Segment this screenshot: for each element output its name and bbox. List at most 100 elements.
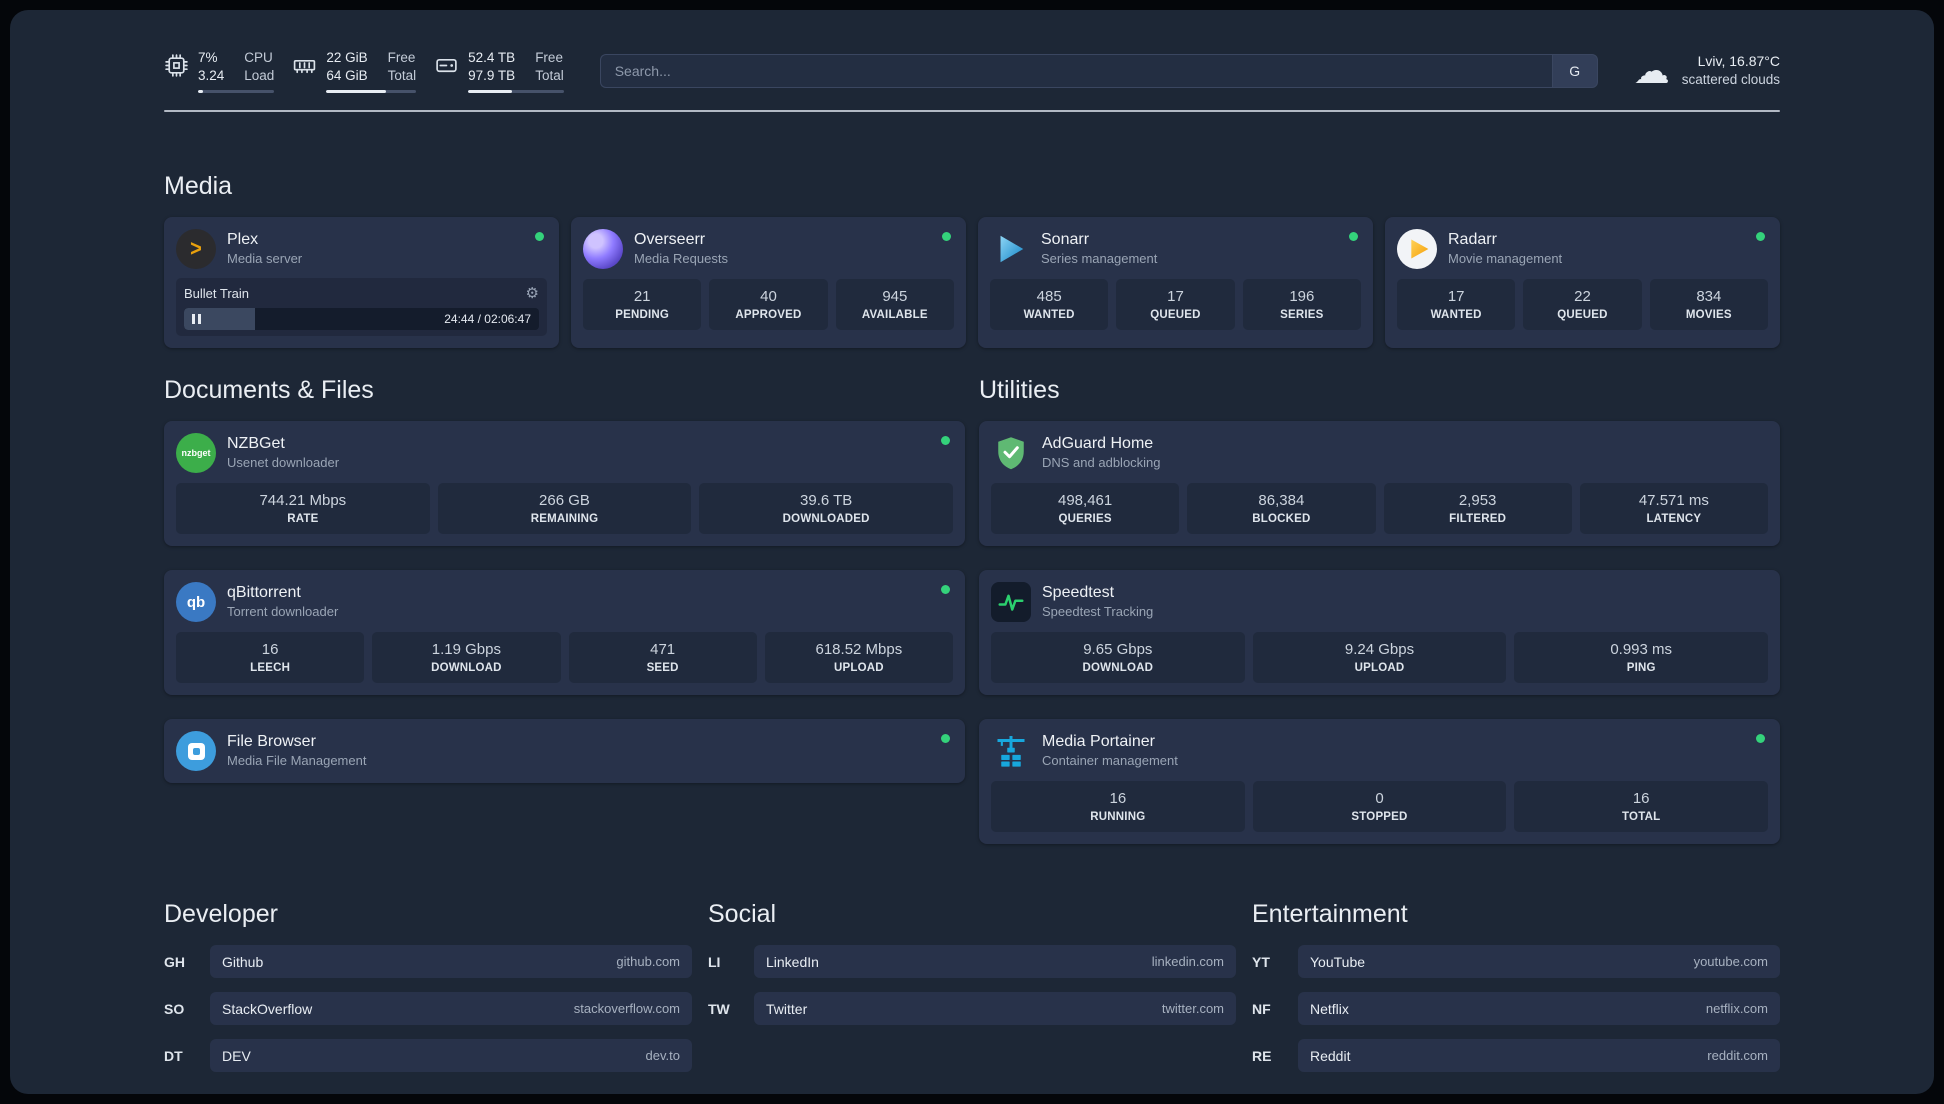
stat-box: 47.571 ms LATENCY: [1579, 483, 1768, 535]
section-title-developer: Developer: [164, 900, 278, 929]
section-documents: Documents & Files nzbget NZBGet Usenet d…: [164, 376, 965, 784]
service-desc: Speedtest Tracking: [1042, 604, 1154, 620]
cloud-icon: ☁: [1633, 49, 1670, 91]
stat-box: 86,384 BLOCKED: [1187, 483, 1376, 535]
cpu-usage-bar: [198, 89, 275, 93]
service-card-nzbget[interactable]: nzbget NZBGet Usenet downloader 744.21 M…: [164, 421, 965, 547]
bookmark-abbr: TW: [708, 1000, 730, 1017]
stat-box: 2,953 FILTERED: [1383, 483, 1572, 535]
service-card-adguard[interactable]: AdGuard Home DNS and adblocking 498,461 …: [979, 421, 1780, 547]
service-desc: Usenet downloader: [227, 454, 340, 470]
bookmark-twitter[interactable]: TW Twitter twitter.com: [708, 992, 1236, 1026]
cpu-icon: [164, 53, 189, 78]
disk-usage-bar: [468, 89, 564, 93]
section-title-social: Social: [708, 900, 777, 929]
portainer-icon: [991, 731, 1031, 771]
overseerr-icon: [583, 229, 623, 269]
service-card-overseerr[interactable]: Overseerr Media Requests 21 PENDING 40 A…: [571, 217, 966, 348]
pause-icon: [192, 314, 201, 324]
stat-box: 9.65 Gbps DOWNLOAD: [991, 632, 1245, 684]
service-card-speedtest[interactable]: Speedtest Speedtest Tracking 9.65 Gbps D…: [979, 570, 1780, 696]
bookmark-youtube[interactable]: YT YouTube youtube.com: [1252, 945, 1780, 979]
stat-box: 498,461 QUERIES: [991, 483, 1180, 535]
service-card-radarr[interactable]: Radarr Movie management 17 WANTED 22 QUE…: [1385, 217, 1780, 348]
bookmark-abbr: GH: [164, 953, 185, 970]
stat-box: 0.993 ms PING: [1514, 632, 1768, 684]
disk-icon: [434, 53, 459, 78]
bookmarks-entertainment: Entertainment YT YouTube youtube.com NF N…: [1252, 900, 1780, 1073]
status-dot: [941, 436, 950, 445]
service-desc: Torrent downloader: [227, 604, 339, 620]
gear-icon[interactable]: ⚙: [525, 285, 539, 302]
divider: [164, 110, 1780, 112]
memory-usage-bar: [326, 89, 417, 93]
bookmark-domain: twitter.com: [1161, 1001, 1224, 1017]
stat-box: 196 SERIES: [1242, 279, 1361, 331]
section-media: Media > Plex Media server Bullet Train: [164, 172, 1780, 348]
bookmark-name: YouTube: [1310, 953, 1366, 970]
service-card-qbittorrent[interactable]: qb qBittorrent Torrent downloader 16 LEE…: [164, 570, 965, 696]
bookmark-name: Netflix: [1310, 1000, 1349, 1017]
service-name: AdGuard Home: [1042, 435, 1154, 453]
service-desc: DNS and adblocking: [1042, 454, 1161, 470]
bookmark-name: Twitter: [766, 1000, 808, 1017]
memory-icon: [292, 53, 317, 78]
service-card-plex[interactable]: > Plex Media server Bullet Train ⚙: [164, 217, 559, 348]
now-playing-panel: Bullet Train ⚙ 24:44 / 02:06:47: [176, 278, 547, 336]
bookmark-abbr: DT: [164, 1047, 183, 1064]
service-desc: Media File Management: [227, 753, 367, 769]
bookmark-domain: stackoverflow.com: [573, 1001, 680, 1017]
bookmark-stackoverflow[interactable]: SO StackOverflow stackoverflow.com: [164, 992, 692, 1026]
service-name: Sonarr: [1041, 231, 1090, 249]
adguard-icon: [991, 433, 1031, 473]
bookmark-github[interactable]: GH Github github.com: [164, 945, 692, 979]
bookmark-domain: github.com: [616, 954, 680, 970]
bookmark-netflix[interactable]: NF Netflix netflix.com: [1252, 992, 1780, 1026]
stat-box: 21 PENDING: [583, 279, 702, 331]
service-name: qBittorrent: [227, 584, 301, 602]
bookmark-domain: youtube.com: [1693, 954, 1768, 970]
search-bar: G: [599, 54, 1598, 88]
stat-box: 16 LEECH: [176, 632, 365, 684]
section-title-utilities: Utilities: [979, 376, 1060, 404]
disk-label: Free: [535, 50, 563, 66]
bookmark-domain: linkedin.com: [1151, 954, 1224, 970]
stat-box: 834 MOVIES: [1649, 279, 1768, 331]
status-dot: [535, 232, 544, 241]
bookmark-abbr: SO: [164, 1000, 185, 1017]
bookmark-name: Github: [222, 953, 264, 970]
service-card-filebrowser[interactable]: File Browser Media File Management: [164, 719, 965, 784]
bookmark-domain: dev.to: [645, 1048, 680, 1064]
stat-box: 17 QUEUED: [1116, 279, 1235, 331]
bookmark-dev[interactable]: DT DEV dev.to: [164, 1039, 692, 1073]
disk-label2: Total: [535, 68, 564, 83]
status-dot: [941, 585, 950, 595]
stat-box: 1.19 Gbps DOWNLOAD: [372, 632, 561, 684]
memory-label2: Total: [387, 68, 417, 83]
status-dot: [1349, 232, 1358, 241]
topbar: 7% 3.24 CPU Load: [164, 44, 1780, 98]
radarr-icon: [1397, 229, 1437, 269]
service-card-portainer[interactable]: Media Portainer Container management 16 …: [979, 719, 1780, 845]
stat-box: 485 WANTED: [990, 279, 1109, 331]
search-input[interactable]: [599, 54, 1552, 88]
sonarr-icon: [990, 229, 1030, 269]
bookmark-name: StackOverflow: [222, 1000, 313, 1017]
stat-box: 39.6 TB DOWNLOADED: [699, 483, 953, 535]
bookmark-name: DEV: [222, 1047, 251, 1064]
qbittorrent-icon: qb: [176, 582, 216, 623]
memory-free: 22 GiB: [326, 50, 368, 66]
bookmark-linkedin[interactable]: LI LinkedIn linkedin.com: [708, 945, 1236, 979]
bookmark-reddit[interactable]: RE Reddit reddit.com: [1252, 1039, 1780, 1073]
bookmark-domain: reddit.com: [1707, 1048, 1768, 1064]
disk-widget: 52.4 TB 97.9 TB Free Total: [434, 49, 564, 93]
service-desc: Series management: [1041, 250, 1158, 266]
search-provider-button[interactable]: G: [1551, 54, 1598, 88]
bookmark-abbr: LI: [708, 953, 721, 970]
status-dot: [942, 232, 951, 241]
cpu-label2: Load: [244, 68, 275, 83]
playback-progress-bar: 24:44 / 02:06:47: [184, 308, 539, 330]
service-card-sonarr[interactable]: Sonarr Series management 485 WANTED 17 Q…: [978, 217, 1373, 348]
dashboard: 7% 3.24 CPU Load: [10, 10, 1934, 1094]
disk-free: 52.4 TB: [468, 50, 516, 66]
